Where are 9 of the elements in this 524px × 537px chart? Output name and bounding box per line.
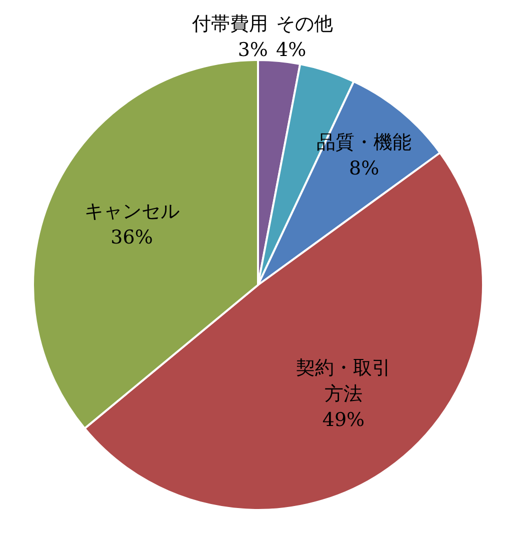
data-label: 36% — [110, 226, 153, 249]
slice-label: 付帯費用 — [191, 12, 268, 35]
data-label: 8% — [349, 158, 380, 180]
data-label: 49% — [322, 409, 365, 432]
data-label: 3% — [238, 38, 268, 61]
slice-label: キャンセル — [84, 200, 180, 223]
slice-label: その他 — [276, 12, 333, 35]
slice-label: 契約・取引方法 — [296, 357, 391, 406]
data-label: 4% — [276, 38, 306, 61]
